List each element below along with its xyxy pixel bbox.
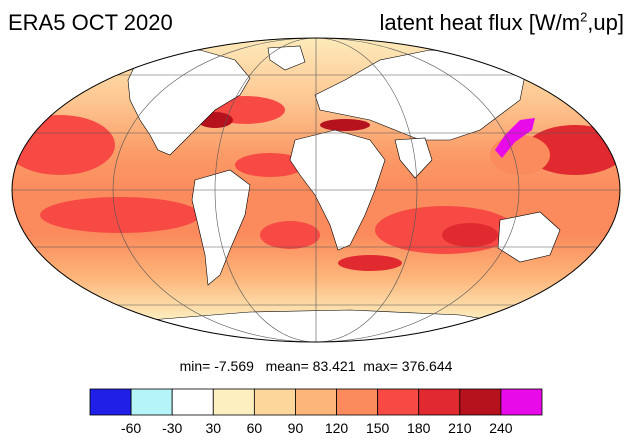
mean-value: 83.421 (312, 358, 356, 374)
south-pacific-trade-patch (40, 197, 200, 233)
colorbar-swatch (459, 388, 502, 416)
south-indian-core-patch (442, 223, 498, 247)
eurasia-land (314, 49, 526, 141)
colorbar-swatch (295, 388, 337, 416)
map-field (12, 38, 620, 342)
colorbar-tick-label: 210 (448, 420, 472, 436)
colorbar-swatch (336, 388, 379, 416)
colorbar-tick-label: -30 (162, 420, 182, 436)
colorbar-swatch (130, 388, 173, 416)
colorbar-swatch (500, 388, 543, 416)
agulhas-patch (338, 255, 402, 271)
max-label: max= (363, 358, 398, 374)
mean-label: mean= (265, 358, 309, 374)
globe-outline (11, 37, 621, 343)
min-value: -7.569 (214, 358, 254, 374)
mediterranean-patch (320, 119, 370, 131)
colorbar-tick-label: 30 (205, 420, 221, 436)
colorbar-swatch (418, 388, 461, 416)
graticule-meridians (112, 38, 520, 342)
colorbar-swatch (89, 388, 132, 416)
south-america-land (191, 169, 251, 286)
colorbar-tick-label: 180 (407, 420, 431, 436)
kuroshio-extension-patch (495, 118, 535, 158)
south-atlantic-patch (260, 221, 320, 249)
min-label: min= (179, 358, 211, 374)
colorbar-swatch (253, 388, 296, 416)
colorbar-tick-label: 60 (247, 420, 263, 436)
colorbar-swatch (377, 388, 420, 416)
north-pacific-west-patch (525, 125, 620, 175)
variable-title: latent heat flux [W/m2,up] (380, 10, 624, 36)
variable-title-suffix: ,up] (587, 10, 624, 35)
map-title: ERA5 OCT 2020 (8, 10, 173, 35)
colorbar-tick-label: 240 (489, 420, 513, 436)
north-america-land (127, 49, 251, 156)
colorbar-tick-label: 120 (325, 420, 349, 436)
colorbar-swatch (212, 388, 255, 416)
arabia-india-land (394, 137, 433, 179)
colorbar-tick-label: 90 (288, 420, 304, 436)
variable-title-superscript: 2 (580, 9, 588, 25)
colorbar-tick-label: -60 (121, 420, 141, 436)
greenland-land (267, 45, 306, 71)
variable-title-prefix: latent heat flux [W/m (379, 10, 581, 35)
colorbar-swatch (171, 388, 214, 416)
north-atlantic-trade-patch (235, 153, 305, 177)
colorbar-tick-label: 150 (366, 420, 390, 436)
statistics-line: min= -7.569 mean= 83.421 max= 376.644 (0, 358, 632, 374)
max-value: 376.644 (401, 358, 453, 374)
